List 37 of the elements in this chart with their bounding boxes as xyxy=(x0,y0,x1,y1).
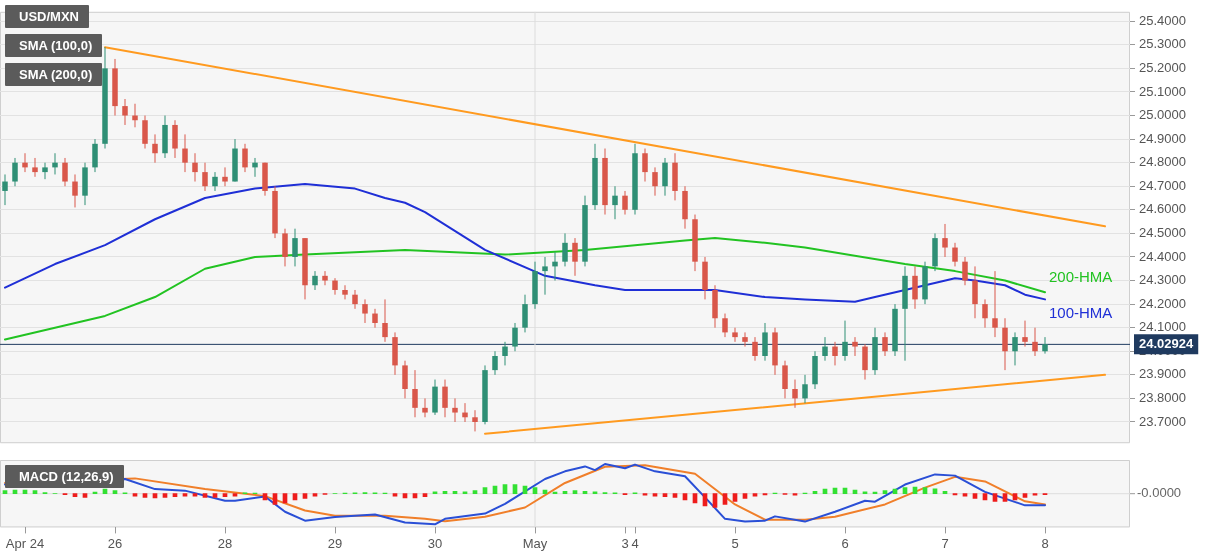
y-tick-label: 24.1000 xyxy=(1139,319,1186,335)
x-tick-label: 8 xyxy=(1041,535,1049,551)
annotation: SMA (200,0) xyxy=(5,63,103,86)
ref-line-label: 24.02924 xyxy=(1139,335,1194,351)
y-tick-label: 24.7000 xyxy=(1139,177,1186,193)
y-tick-label: 25.1000 xyxy=(1139,83,1186,99)
x-tick-label: May xyxy=(522,535,548,551)
y-tick-label: 23.7000 xyxy=(1139,413,1186,429)
x-tick-label: 30 xyxy=(427,535,443,551)
y-tick-label: 24.8000 xyxy=(1139,154,1186,170)
y-tick-label: 23.8000 xyxy=(1139,389,1186,405)
x-tick-label: 4 xyxy=(631,535,639,551)
x-tick-label: 6 xyxy=(841,535,849,551)
chart-title: MACD (12,26,9) xyxy=(5,465,124,488)
y-tick-label: 25.4000 xyxy=(1139,12,1186,28)
x-tick-label: 7 xyxy=(941,535,949,551)
annotation: USD/MXN xyxy=(5,5,89,28)
x-tick-label: 28 xyxy=(217,535,233,551)
y-tick-label: 24.6000 xyxy=(1139,201,1186,217)
y-tick-label: 24.9000 xyxy=(1139,130,1186,146)
x-tick-label: 26 xyxy=(107,535,123,551)
x-tick-label: 5 xyxy=(731,535,739,551)
y-tick-label: 25.0000 xyxy=(1139,107,1186,123)
y-tick-label: 24.5000 xyxy=(1139,224,1186,240)
y-tick-label: 25.2000 xyxy=(1139,59,1186,75)
series-label: 100-HMA xyxy=(1049,303,1113,321)
x-tick-label: Apr 24 xyxy=(5,535,45,551)
x-tick-label: 3 xyxy=(621,535,629,551)
x-tick-label: 29 xyxy=(327,535,343,551)
y-tick-label: 24.3000 xyxy=(1139,272,1186,288)
ref-line-label: -0.0000 xyxy=(1137,485,1182,501)
y-tick-label: 23.9000 xyxy=(1139,366,1186,382)
y-tick-label: 24.2000 xyxy=(1139,295,1186,311)
y-tick-label: 25.3000 xyxy=(1139,36,1186,52)
annotation: SMA (100,0) xyxy=(5,34,103,57)
series-label: 200-HMA xyxy=(1049,268,1113,286)
y-tick-label: 24.4000 xyxy=(1139,248,1186,264)
